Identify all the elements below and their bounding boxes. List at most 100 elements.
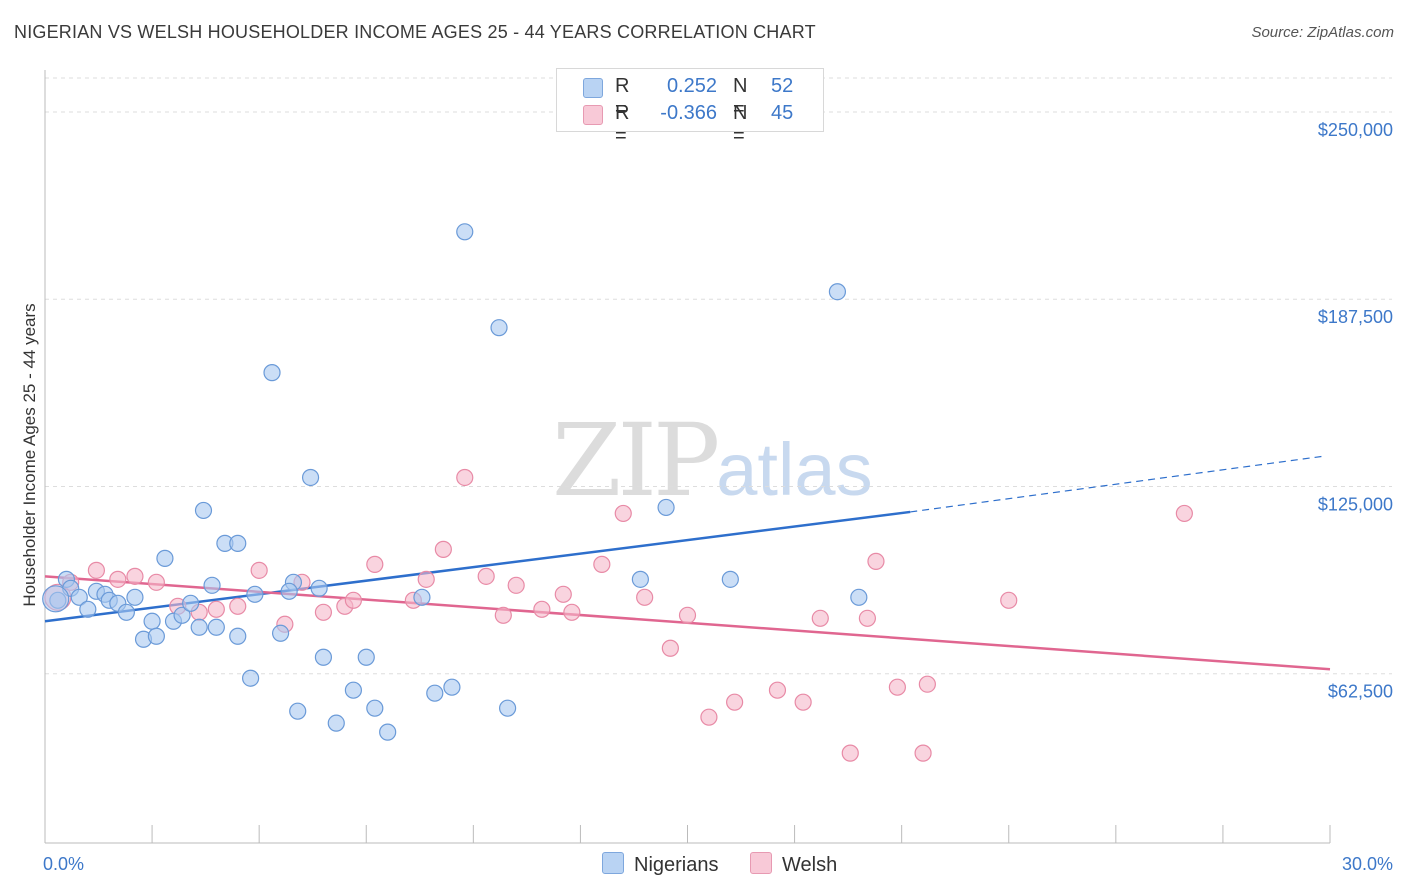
welsh-point (207, 600, 225, 618)
legend-label-nigerians: Nigerians (634, 854, 719, 876)
welsh-point (434, 540, 452, 558)
welsh-point (554, 585, 572, 603)
nigerian-point (366, 699, 384, 717)
nigerian-point (156, 549, 174, 567)
welsh-point (533, 600, 551, 618)
x-tick-label: 30.0% (1342, 854, 1393, 874)
welsh-point (456, 468, 474, 487)
y-tick-label: $187,500 (1318, 307, 1393, 327)
legend-r-value: -0.366 (660, 102, 717, 124)
welsh-point (109, 570, 127, 588)
welsh-point (563, 603, 581, 621)
nigerian-point (379, 723, 397, 741)
welsh-point (700, 708, 718, 726)
nigerian-point (456, 223, 474, 241)
nigerian-point (301, 468, 320, 487)
nigerian-point (117, 603, 135, 621)
welsh-point (417, 570, 435, 588)
nigerian-point (263, 364, 281, 382)
welsh-point (1175, 504, 1193, 523)
legend-r-label: R = (615, 75, 630, 120)
correlation-legend: R = 0.252 N = 52 R = -0.366 N = 45 (556, 68, 824, 147)
legend-n-label: N = (733, 75, 748, 120)
welsh-point (314, 603, 333, 621)
welsh-point (888, 678, 906, 696)
label-layer: $250,000 $187,500 $125,000 $62,500 0.0% 30.0%… (20, 120, 1393, 874)
nigerians-swatch (583, 78, 603, 98)
nigerian-point (126, 588, 144, 606)
welsh-point (87, 561, 106, 579)
x-tick-label: 0.0% (43, 854, 84, 874)
welsh-point (250, 561, 268, 579)
y-axis-label: Householder Income Ages 25 - 44 years (20, 303, 39, 606)
nigerian-point (310, 579, 328, 597)
welsh-point (914, 744, 932, 762)
nigerian-point (246, 585, 264, 603)
chart-title: NIGERIAN VS WELSH HOUSEHOLDER INCOME AGE… (14, 22, 816, 42)
nigerian-point (443, 678, 461, 696)
legend-item-welsh[interactable]: Welsh (750, 852, 837, 877)
welsh-point (477, 567, 495, 585)
nigerian-point (229, 627, 247, 645)
welsh-swatch (583, 105, 603, 125)
nigerian-point (314, 648, 333, 666)
nigerian-point (344, 681, 362, 699)
nigerian-point (79, 600, 97, 618)
nigerian-point (242, 669, 260, 687)
nigerian-point (173, 606, 191, 624)
grid-layer (45, 77, 1392, 675)
nigerian-point (190, 618, 208, 636)
nigerian-point (490, 319, 508, 337)
nigerian-point (194, 501, 213, 520)
welsh-point (593, 555, 611, 573)
nigerian-point (850, 588, 868, 606)
nigerian-point (631, 570, 649, 588)
legend-n-value: 52 (771, 75, 794, 97)
nigerian-point (203, 576, 221, 594)
welsh-point (344, 591, 362, 609)
welsh-point (1000, 591, 1018, 609)
nigerian-point (229, 534, 247, 552)
welsh-point (661, 639, 679, 657)
welsh-swatch (750, 852, 772, 874)
welsh-point (507, 576, 525, 594)
nigerian-point (357, 648, 375, 666)
nigerians-trend-extension (910, 455, 1322, 513)
welsh-point (614, 504, 632, 523)
welsh-point (636, 588, 654, 606)
nigerian-point (426, 684, 444, 702)
y-tick-label: $125,000 (1318, 494, 1393, 514)
welsh-point (867, 552, 885, 570)
welsh-point (841, 744, 859, 762)
points-layer (42, 223, 1193, 762)
legend-item-nigerians[interactable]: Nigerians (602, 852, 718, 877)
welsh-point (126, 567, 144, 585)
nigerian-point (413, 588, 431, 606)
source-credit: Source: ZipAtlas.com (1251, 24, 1394, 41)
legend-n-label: N = (733, 102, 748, 147)
nigerian-point (271, 624, 290, 642)
welsh-point (858, 609, 877, 627)
legend-label-welsh: Welsh (782, 854, 838, 876)
nigerian-point (289, 702, 307, 720)
welsh-point (811, 609, 829, 627)
welsh-point (768, 681, 787, 699)
axis-layer (44, 70, 1331, 844)
nigerian-point (657, 498, 675, 517)
nigerian-point (182, 594, 200, 612)
y-tick-label: $250,000 (1318, 120, 1393, 140)
nigerian-point (143, 612, 161, 630)
nigerian-point (147, 627, 165, 645)
welsh-point (726, 693, 744, 711)
nigerian-point (327, 714, 345, 732)
welsh-point (494, 606, 512, 624)
nigerian-point (499, 699, 517, 717)
nigerians-swatch (602, 852, 624, 874)
legend-r-value: 0.252 (666, 75, 717, 97)
legend-r-label: R = (615, 102, 630, 147)
welsh-point (147, 573, 165, 591)
nigerian-point (207, 618, 225, 636)
welsh-point (229, 597, 247, 615)
welsh-point (678, 606, 697, 624)
